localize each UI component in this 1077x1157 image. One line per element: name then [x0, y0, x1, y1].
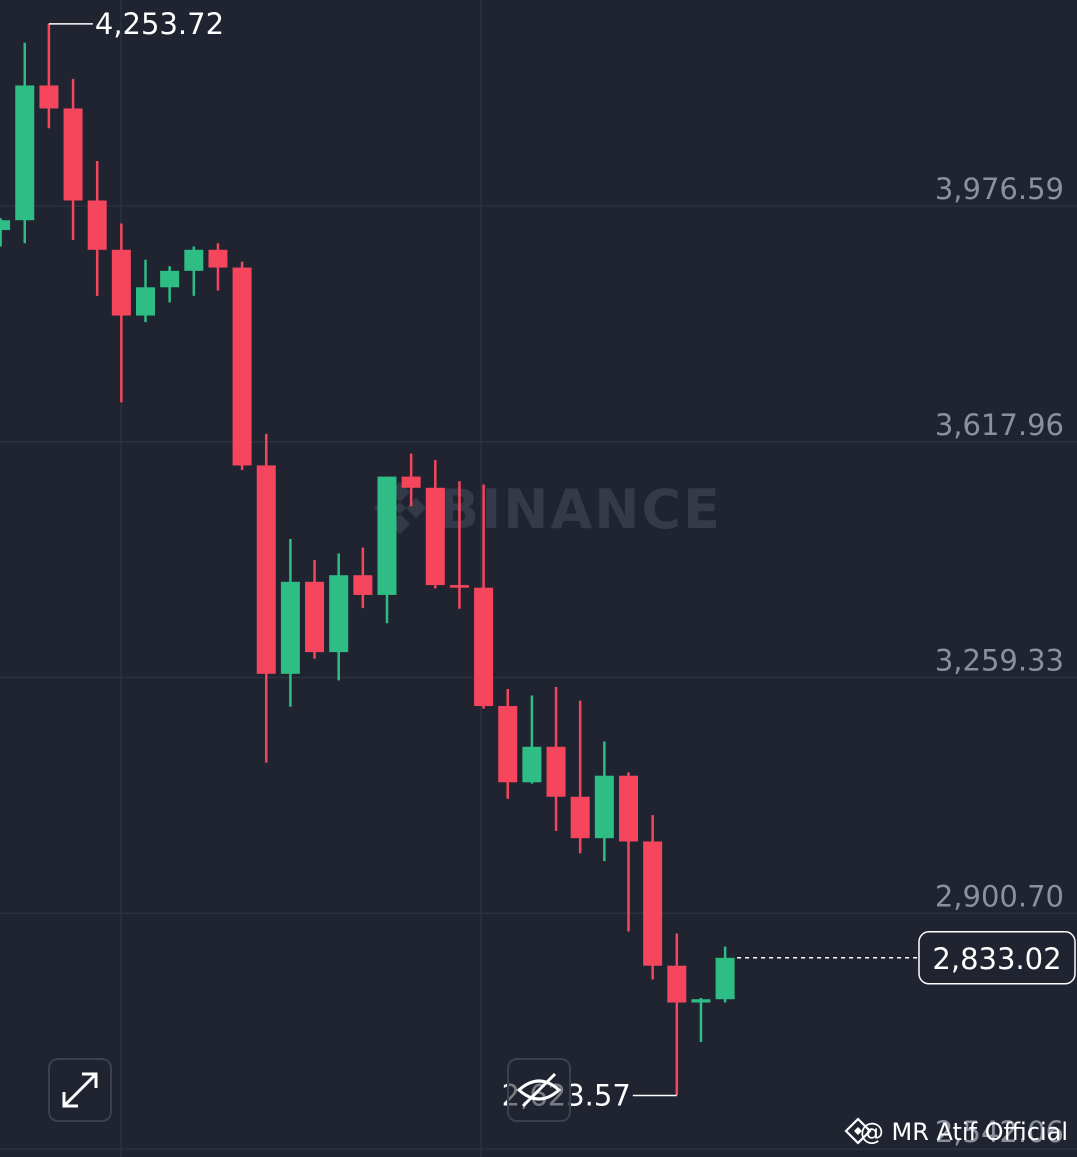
candle-body: [498, 706, 518, 783]
candle: [329, 553, 349, 681]
candle-body: [691, 999, 711, 1003]
candle-body: [136, 287, 155, 316]
candle: [256, 433, 276, 763]
candle-body: [87, 200, 107, 250]
y-tick-label: 2,900.70: [935, 879, 1064, 913]
candle: [570, 700, 590, 854]
candle: [136, 259, 155, 323]
expand-icon: [62, 1072, 98, 1108]
binance-diamond-icon: [844, 1117, 872, 1145]
candle: [691, 997, 711, 1042]
high-marker-label: 4,253.72: [95, 7, 224, 41]
candle: [305, 560, 325, 659]
candle-body: [39, 85, 59, 109]
y-tick-label: 3,259.33: [935, 644, 1064, 678]
candle-body: [570, 796, 590, 839]
candle: [280, 539, 300, 707]
candle: [377, 476, 397, 624]
candle: [0, 218, 11, 247]
candle-body: [280, 581, 300, 674]
y-axis-ticks: 3,976.59 3,617.96 3,259.33 2,900.70 2,542.06: [935, 172, 1064, 1149]
watermark-text: BINANCE: [438, 478, 722, 541]
candle-body: [329, 575, 349, 653]
candle-body: [643, 841, 663, 966]
candle: [232, 261, 252, 471]
candles: [0, 23, 735, 1096]
candle-body: [160, 270, 180, 288]
candle: [643, 815, 663, 980]
y-tick-label: 3,976.59: [935, 172, 1064, 206]
candle: [522, 695, 542, 784]
candle-body: [401, 476, 421, 488]
candle-body: [546, 746, 566, 797]
candle-body: [449, 585, 469, 588]
candle-body: [208, 249, 228, 268]
candle: [353, 547, 373, 609]
candle-body: [111, 249, 131, 316]
candle: [594, 741, 614, 862]
candle-body: [353, 575, 373, 595]
candle-body: [667, 965, 687, 1003]
candle-body: [184, 249, 204, 271]
candle: [498, 688, 518, 799]
candle: [111, 223, 131, 403]
candle: [208, 243, 228, 291]
candle: [87, 161, 107, 296]
candle: [63, 78, 83, 240]
candle-body: [619, 775, 638, 842]
candle: [619, 772, 638, 932]
candle-body: [522, 746, 542, 783]
candle-body: [0, 220, 11, 231]
candle: [15, 42, 35, 244]
expand-button[interactable]: [48, 1058, 112, 1122]
last-price-box: [918, 931, 1076, 985]
candle: [425, 460, 445, 589]
candle: [160, 266, 180, 303]
hide-indicators-button[interactable]: [507, 1058, 571, 1122]
candle-body: [305, 581, 325, 653]
candle-body: [594, 775, 614, 839]
candle-body: [715, 957, 735, 1000]
candle-body: [256, 465, 276, 674]
candle-body: [63, 108, 83, 201]
candle-body: [425, 487, 445, 586]
price-markers: 4,253.722,623.572,833.02: [48, 7, 1076, 1112]
last-price-label: 2,833.02: [932, 942, 1061, 976]
candle: [401, 453, 421, 507]
attribution-text: @ MR Atif Official: [860, 1118, 1068, 1146]
candle: [474, 484, 494, 709]
candle: [715, 946, 735, 1003]
candle: [39, 23, 59, 129]
candle-body: [232, 267, 252, 466]
candle: [546, 686, 566, 831]
candle: [667, 933, 687, 1096]
y-tick-label: 2,542.06: [935, 1115, 1064, 1149]
candle: [449, 481, 469, 609]
candle: [184, 246, 204, 296]
candle-body: [474, 587, 494, 707]
candle-body: [15, 85, 35, 221]
candle-body: [377, 476, 397, 595]
eye-off-icon: [516, 1072, 562, 1108]
y-tick-label: 3,617.96: [935, 408, 1064, 442]
